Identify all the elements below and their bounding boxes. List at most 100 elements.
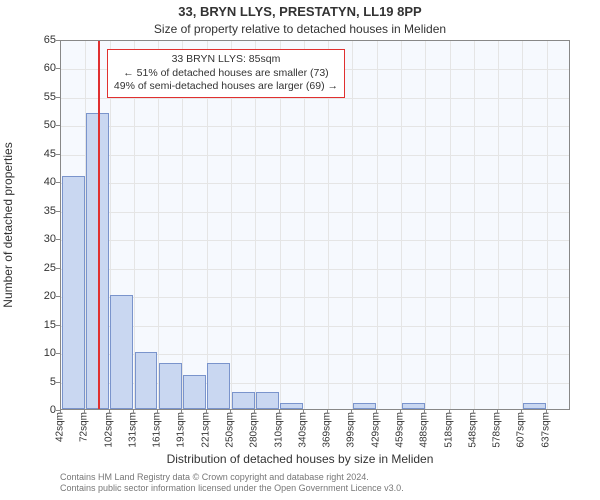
histogram-bar	[256, 392, 279, 409]
y-tick-mark	[56, 68, 60, 69]
x-tick-mark	[327, 410, 328, 414]
grid-line-h	[61, 183, 569, 184]
y-tick-label: 50	[16, 119, 56, 131]
x-tick-mark	[230, 410, 231, 414]
grid-line-h	[61, 297, 569, 298]
x-tick-label: 42sqm	[55, 412, 66, 442]
histogram-bar	[110, 295, 133, 409]
annotation-line: 49% of semi-detached houses are larger (…	[114, 80, 338, 94]
annotation-line: 33 BRYN LLYS: 85sqm	[114, 53, 338, 67]
histogram-bar	[402, 403, 425, 409]
y-tick-label: 25	[16, 262, 56, 274]
grid-line-h	[61, 240, 569, 241]
x-tick-label: 102sqm	[103, 412, 114, 448]
y-tick-mark	[56, 40, 60, 41]
x-tick-mark	[254, 410, 255, 414]
x-tick-mark	[206, 410, 207, 414]
x-tick-label: 72sqm	[79, 412, 90, 442]
x-tick-label: 578sqm	[492, 412, 503, 448]
y-tick-label: 10	[16, 347, 56, 359]
grid-line-v	[377, 41, 378, 409]
y-tick-mark	[56, 325, 60, 326]
y-tick-label: 65	[16, 34, 56, 46]
footer-line-2: Contains public sector information licen…	[60, 483, 404, 494]
x-tick-label: 191sqm	[176, 412, 187, 448]
y-tick-mark	[56, 211, 60, 212]
x-tick-mark	[473, 410, 474, 414]
grid-line-h	[61, 126, 569, 127]
x-tick-mark	[546, 410, 547, 414]
x-tick-mark	[181, 410, 182, 414]
x-tick-mark	[109, 410, 110, 414]
histogram-bar	[207, 363, 230, 409]
x-tick-label: 607sqm	[516, 412, 527, 448]
y-tick-mark	[56, 182, 60, 183]
x-tick-mark	[497, 410, 498, 414]
histogram-bar	[280, 403, 303, 409]
grid-line-v	[425, 41, 426, 409]
x-tick-label: 548sqm	[467, 412, 478, 448]
grid-line-h	[61, 155, 569, 156]
y-tick-label: 20	[16, 290, 56, 302]
x-tick-label: 488sqm	[419, 412, 430, 448]
x-tick-label: 221sqm	[200, 412, 211, 448]
reference-line	[98, 41, 100, 409]
y-tick-mark	[56, 296, 60, 297]
x-tick-label: 161sqm	[152, 412, 163, 448]
x-tick-label: 429sqm	[370, 412, 381, 448]
y-tick-label: 60	[16, 62, 56, 74]
y-tick-label: 30	[16, 233, 56, 245]
x-tick-label: 459sqm	[395, 412, 406, 448]
x-tick-mark	[157, 410, 158, 414]
x-tick-mark	[84, 410, 85, 414]
x-tick-mark	[303, 410, 304, 414]
annotation-line: ← 51% of detached houses are smaller (73…	[114, 67, 338, 81]
grid-line-v	[498, 41, 499, 409]
histogram-bar	[62, 176, 85, 409]
x-tick-mark	[376, 410, 377, 414]
footer-line-1: Contains HM Land Registry data © Crown c…	[60, 472, 404, 483]
y-tick-mark	[56, 97, 60, 98]
histogram-bar	[232, 392, 255, 409]
x-tick-label: 518sqm	[443, 412, 454, 448]
y-tick-mark	[56, 382, 60, 383]
chart-container: 33, BRYN LLYS, PRESTATYN, LL19 8PP Size …	[0, 0, 600, 500]
y-tick-label: 55	[16, 91, 56, 103]
grid-line-h	[61, 326, 569, 327]
x-tick-label: 399sqm	[346, 412, 357, 448]
y-tick-mark	[56, 154, 60, 155]
x-tick-mark	[521, 410, 522, 414]
y-tick-label: 5	[16, 376, 56, 388]
plot-area: 33 BRYN LLYS: 85sqm← 51% of detached hou…	[60, 40, 570, 410]
x-tick-label: 369sqm	[322, 412, 333, 448]
chart-title-main: 33, BRYN LLYS, PRESTATYN, LL19 8PP	[0, 4, 600, 19]
grid-line-v	[547, 41, 548, 409]
grid-line-h	[61, 98, 569, 99]
x-tick-mark	[279, 410, 280, 414]
histogram-bar	[159, 363, 182, 409]
histogram-bar	[183, 375, 206, 409]
y-tick-label: 0	[16, 404, 56, 416]
x-tick-label: 131sqm	[127, 412, 138, 448]
x-tick-mark	[133, 410, 134, 414]
x-tick-label: 340sqm	[297, 412, 308, 448]
x-tick-mark	[351, 410, 352, 414]
grid-line-v	[401, 41, 402, 409]
y-axis-title: Number of detached properties	[1, 142, 15, 307]
grid-line-h	[61, 212, 569, 213]
x-tick-label: 310sqm	[273, 412, 284, 448]
y-tick-label: 35	[16, 205, 56, 217]
x-tick-label: 637sqm	[540, 412, 551, 448]
chart-title-sub: Size of property relative to detached ho…	[0, 22, 600, 36]
x-tick-mark	[400, 410, 401, 414]
histogram-bar	[523, 403, 546, 409]
x-tick-label: 250sqm	[225, 412, 236, 448]
grid-line-v	[352, 41, 353, 409]
histogram-bar	[135, 352, 158, 409]
footer-attribution: Contains HM Land Registry data © Crown c…	[60, 472, 404, 495]
y-tick-mark	[56, 125, 60, 126]
grid-line-v	[474, 41, 475, 409]
y-tick-mark	[56, 353, 60, 354]
y-tick-label: 45	[16, 148, 56, 160]
y-tick-mark	[56, 239, 60, 240]
